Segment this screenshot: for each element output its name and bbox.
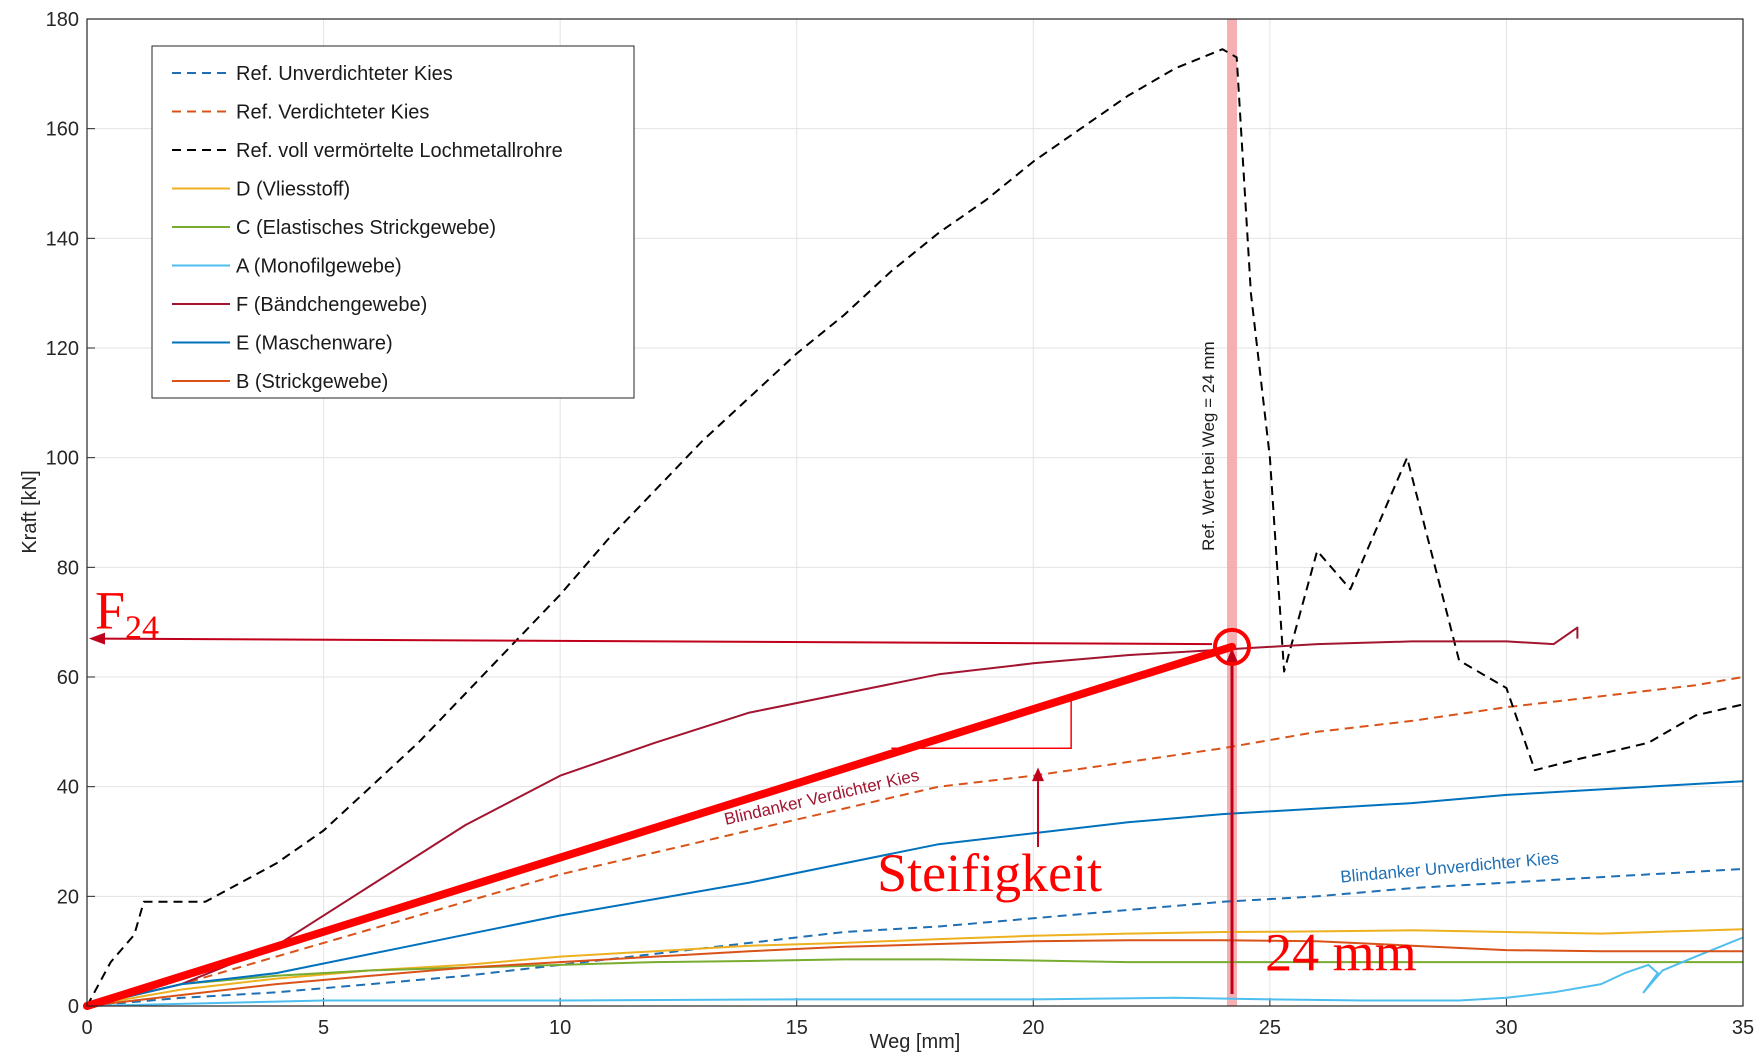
legend-entry-8: B (Strickgewebe) — [236, 371, 388, 393]
y-tick-label: 0 — [68, 996, 79, 1018]
x-tick-label: 10 — [549, 1017, 571, 1039]
x-tick-label: 15 — [786, 1017, 808, 1039]
stiffness-label: Steifigkeit — [877, 843, 1102, 903]
x-tick-label: 5 — [318, 1017, 329, 1039]
y-tick-label: 80 — [57, 557, 79, 579]
legend: Ref. Unverdichteter Kies Ref. Verdichtete… — [152, 46, 634, 398]
y-tick-label: 60 — [57, 667, 79, 689]
reference-band-label: Ref. Wert bei Weg = 24 mm — [1199, 341, 1218, 551]
legend-entry-5: A (Monofilgewebe) — [236, 256, 402, 278]
legend-entry-1: Ref. Verdichteter Kies — [236, 102, 429, 124]
x-tick-label: 25 — [1259, 1017, 1281, 1039]
y-tick-label: 140 — [46, 228, 79, 250]
y-tick-label: 180 — [46, 9, 79, 31]
legend-entry-7: E (Maschenware) — [236, 333, 393, 355]
y-tick-label: 40 — [57, 777, 79, 799]
x-tick-label: 30 — [1495, 1017, 1517, 1039]
legend-entry-4: C (Elastisches Strickgewebe) — [236, 217, 496, 239]
legend-entry-6: F (Bändchengewebe) — [236, 294, 427, 316]
x-axis-label: Weg [mm] — [870, 1031, 961, 1053]
y-tick-label: 20 — [57, 886, 79, 908]
y-tick-label: 160 — [46, 119, 79, 141]
distance-label: 24 mm — [1265, 922, 1417, 982]
f24-label-main: F — [95, 581, 125, 641]
legend-entry-0: Ref. Unverdichteter Kies — [236, 63, 453, 85]
x-tick-label: 0 — [81, 1017, 92, 1039]
y-axis-label: Kraft [kN] — [19, 470, 41, 553]
legend-entry-3: D (Vliesstoff) — [236, 179, 350, 201]
y-tick-label: 120 — [46, 338, 79, 360]
x-tick-label: 35 — [1732, 1017, 1754, 1039]
legend-entry-2: Ref. voll vermörtelte Lochmetallrohre — [236, 140, 563, 162]
f24-label-subscript: 24 — [125, 610, 159, 647]
x-tick-label: 20 — [1022, 1017, 1044, 1039]
y-tick-label: 100 — [46, 448, 79, 470]
